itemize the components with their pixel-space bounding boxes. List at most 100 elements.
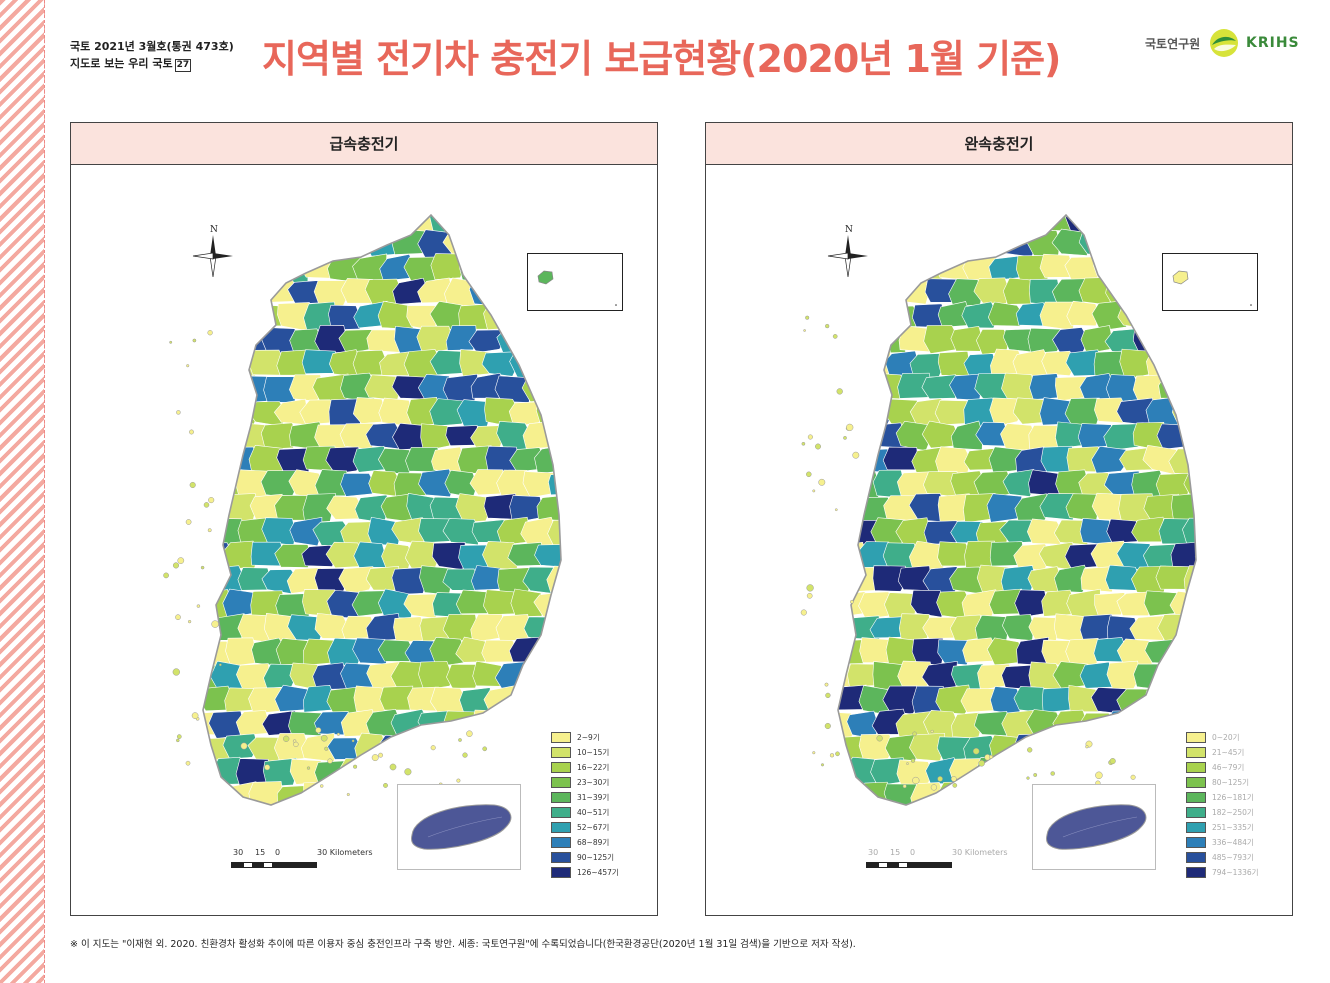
island bbox=[1033, 773, 1038, 777]
island bbox=[850, 599, 854, 604]
region-cell bbox=[1197, 445, 1230, 469]
region-cell bbox=[510, 588, 543, 618]
island bbox=[835, 751, 840, 757]
region-cell bbox=[260, 228, 298, 255]
region-cell bbox=[838, 469, 856, 499]
region-cell bbox=[1158, 326, 1194, 351]
island bbox=[185, 760, 191, 766]
legend-label: 485~793기 bbox=[1212, 853, 1254, 862]
legend-item: 80~125기 bbox=[1186, 775, 1259, 790]
region-cell bbox=[1105, 277, 1142, 306]
coastline bbox=[202, 213, 562, 806]
region-cell bbox=[261, 806, 298, 834]
region-cell bbox=[838, 568, 854, 592]
legend-swatch bbox=[1186, 747, 1206, 758]
region-cell bbox=[858, 733, 895, 761]
island bbox=[176, 734, 182, 739]
region-cell bbox=[203, 564, 218, 594]
region-cell bbox=[1183, 327, 1196, 354]
region-cell bbox=[1091, 445, 1129, 474]
island bbox=[815, 443, 821, 450]
legend-item: 40~51기 bbox=[551, 805, 619, 820]
jeju-inset bbox=[397, 784, 521, 870]
region-cell bbox=[869, 229, 908, 258]
region-cell bbox=[547, 660, 561, 690]
krihs-logo-icon bbox=[1210, 29, 1238, 57]
region-cell bbox=[484, 736, 519, 763]
region-cell bbox=[547, 518, 561, 546]
region-cell bbox=[548, 472, 561, 496]
region-cell bbox=[328, 304, 361, 331]
region-cell bbox=[536, 494, 561, 522]
coastline bbox=[837, 213, 1197, 806]
slow-charger-map-panel: 완속충전기 N 0~20기 21~45기 46~79기 80~125기 126~181기… bbox=[705, 122, 1293, 916]
region-cell bbox=[563, 545, 597, 571]
legend-swatch bbox=[1186, 762, 1206, 773]
island bbox=[456, 778, 461, 783]
region-cell bbox=[1104, 229, 1141, 258]
region-cell bbox=[1117, 734, 1154, 762]
region-cell bbox=[963, 215, 999, 232]
region-cell bbox=[559, 446, 561, 475]
region-cell bbox=[203, 374, 219, 401]
region-cell bbox=[1183, 662, 1196, 688]
region-cell bbox=[1182, 517, 1196, 546]
island bbox=[172, 668, 180, 676]
legend-item: 68~89기 bbox=[551, 835, 619, 850]
scale-num-1: 30 bbox=[868, 848, 879, 857]
scale-num-4: 30 Kilometers bbox=[317, 848, 373, 857]
region-cell bbox=[392, 277, 429, 305]
region-cell bbox=[327, 215, 363, 235]
region-cell bbox=[442, 568, 481, 591]
legend-label: 16~22기 bbox=[577, 763, 610, 772]
island bbox=[803, 329, 806, 332]
region-cell bbox=[973, 277, 1011, 304]
legend-swatch bbox=[551, 867, 571, 878]
region-cell bbox=[563, 639, 596, 663]
region-cell bbox=[838, 398, 866, 426]
region-cell bbox=[1119, 253, 1152, 282]
legend-label: 40~51기 bbox=[577, 808, 610, 817]
island bbox=[1027, 747, 1033, 753]
region-cell bbox=[1065, 734, 1101, 763]
region-cell bbox=[859, 301, 895, 330]
region-cell bbox=[222, 733, 259, 760]
island bbox=[336, 732, 340, 736]
region-cell bbox=[303, 781, 336, 805]
north-arrow-icon: N bbox=[826, 223, 870, 283]
region-cell bbox=[872, 565, 907, 592]
island bbox=[906, 762, 909, 765]
region-cell bbox=[203, 445, 232, 473]
island bbox=[172, 562, 180, 569]
region-cell bbox=[1041, 589, 1075, 617]
legend-swatch bbox=[551, 747, 571, 758]
issue-info: 국토 2021년 3월호(통권 473호) 지도로 보는 우리 국토 27 bbox=[70, 38, 234, 72]
legend-item: 0~20기 bbox=[1186, 730, 1259, 745]
legend-swatch bbox=[1186, 852, 1206, 863]
island bbox=[1085, 745, 1089, 749]
island bbox=[912, 731, 917, 737]
legend-item: 21~45기 bbox=[1186, 745, 1259, 760]
decorative-stripe bbox=[0, 0, 45, 983]
scale-num-4: 30 Kilometers bbox=[952, 848, 1008, 857]
region-cell bbox=[1198, 206, 1230, 229]
region-cell bbox=[1120, 215, 1153, 232]
legend-label: 2~9기 bbox=[577, 733, 600, 742]
region-cell bbox=[1001, 757, 1037, 785]
region-cell bbox=[844, 325, 879, 352]
region-cell bbox=[1170, 541, 1196, 570]
region-cell bbox=[962, 637, 999, 663]
region-cell bbox=[470, 758, 505, 785]
region-cell bbox=[948, 806, 983, 834]
island bbox=[306, 766, 311, 770]
island bbox=[829, 753, 835, 758]
north-arrow-icon: N bbox=[191, 223, 235, 283]
region-cell bbox=[838, 373, 856, 400]
region-cell bbox=[418, 660, 454, 691]
region-cell bbox=[496, 230, 531, 258]
region-cell bbox=[1185, 420, 1196, 451]
region-cell bbox=[497, 710, 532, 737]
region-cell bbox=[340, 472, 375, 497]
region-cell bbox=[225, 305, 260, 330]
region-cell bbox=[1013, 733, 1050, 761]
